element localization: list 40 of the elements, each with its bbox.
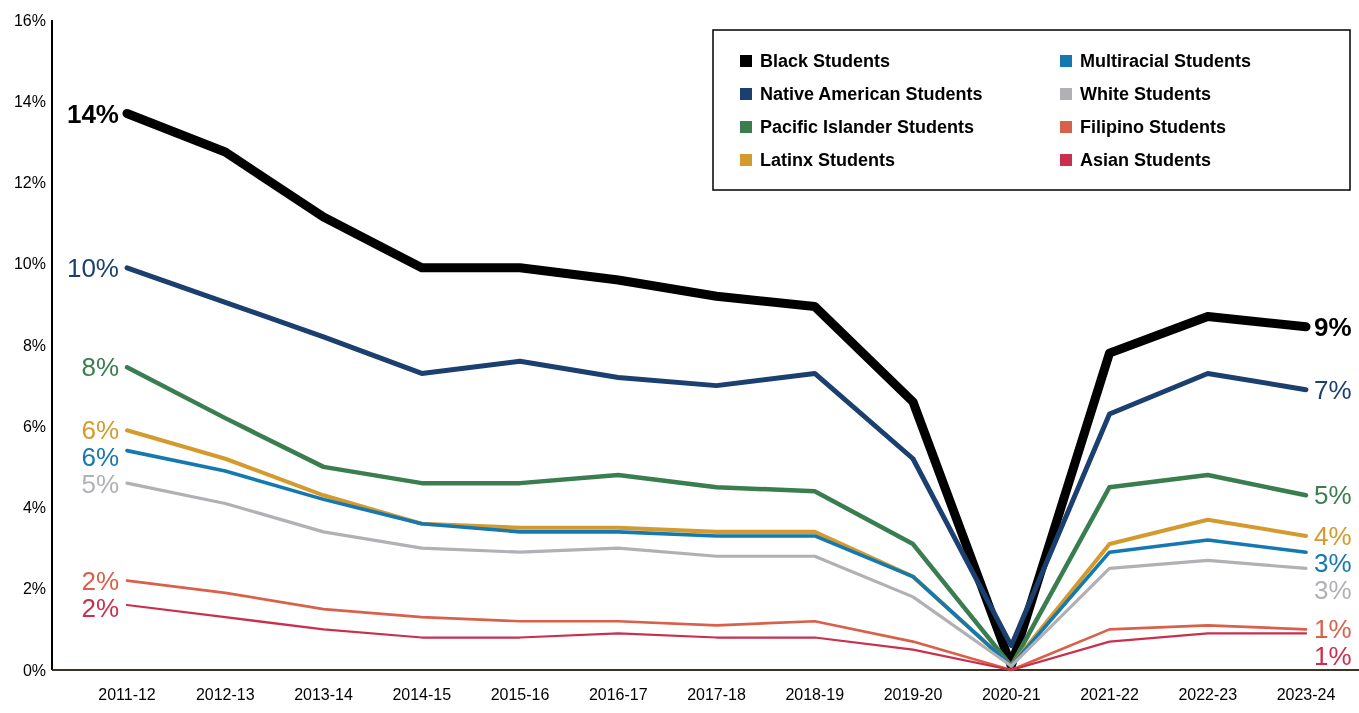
- x-tick-label: 2015-16: [490, 686, 550, 703]
- legend-label: Native American Students: [760, 84, 983, 105]
- annotation: 14%: [66, 98, 119, 129]
- y-tick-label: 10%: [13, 255, 46, 273]
- y-tick-label: 12%: [13, 174, 46, 192]
- y-tick-label: 0%: [22, 661, 46, 679]
- line-series: [125, 603, 1308, 672]
- y-tick-label: 8%: [22, 336, 46, 354]
- line-series: [124, 365, 1309, 669]
- legend-label: Filipino Students: [1080, 117, 1226, 138]
- annotation: 7%: [1314, 374, 1352, 405]
- x-tick-label: 2020-21: [981, 686, 1041, 703]
- line-series: [124, 265, 1309, 649]
- x-tick-label: 2012-13: [195, 686, 255, 703]
- x-tick-label: 2018-19: [785, 686, 845, 703]
- x-tick-label: 2022-23: [1178, 686, 1238, 703]
- x-tick-label: 2014-15: [392, 686, 452, 703]
- x-tick-label: 2016-17: [588, 686, 648, 703]
- legend-label: Black Students: [760, 51, 891, 72]
- x-tick-label: 2023-24: [1276, 686, 1336, 703]
- y-tick-label: 4%: [22, 499, 46, 517]
- x-tick-label: 2011-12: [98, 686, 156, 703]
- y-tick-label: 16%: [13, 11, 46, 29]
- x-tick-label: 2013-14: [294, 686, 353, 703]
- legend-label: Multiracial Students: [1080, 51, 1252, 72]
- line-series: [125, 579, 1308, 672]
- annotation: 9%: [1314, 311, 1352, 342]
- x-tick-label: 2019-20: [883, 686, 943, 703]
- x-tick-label: 2017-18: [687, 686, 746, 703]
- legend-label: Pacific Islander Students: [760, 117, 975, 138]
- x-tick-label: 2021-22: [1080, 686, 1139, 703]
- legend-label: Asian Students: [1080, 150, 1212, 171]
- y-tick-label: 14%: [13, 92, 46, 110]
- annotation: 10%: [66, 252, 119, 283]
- y-tick-label: 6%: [22, 417, 46, 435]
- legend-label: White Students: [1080, 84, 1211, 105]
- y-tick-label: 2%: [22, 580, 46, 598]
- legend-label: Latinx Students: [760, 150, 896, 171]
- annotation: 5%: [1314, 480, 1352, 511]
- annotation: 8%: [81, 352, 119, 383]
